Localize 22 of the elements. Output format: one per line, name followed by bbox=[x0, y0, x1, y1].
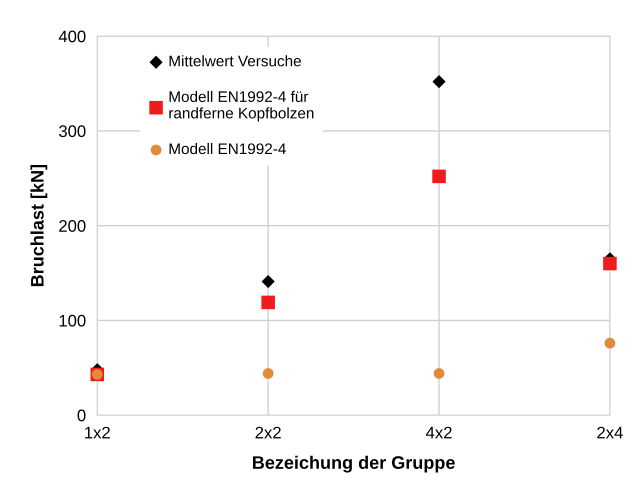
point bbox=[604, 338, 616, 349]
point bbox=[262, 274, 275, 288]
y-tick-label: 0 bbox=[78, 410, 86, 422]
x-tick-label: 2x2 bbox=[256, 426, 281, 438]
point bbox=[603, 256, 617, 270]
point bbox=[262, 368, 274, 379]
point bbox=[434, 368, 444, 379]
legend-label: Mittelwert Versuche bbox=[170, 55, 301, 66]
point bbox=[261, 296, 275, 310]
legend-label: Modell EN1992-4 bbox=[170, 142, 286, 154]
y-tick-label: 200 bbox=[59, 220, 86, 232]
y-tick-label: 400 bbox=[58, 30, 86, 42]
y-tick-label: 300 bbox=[59, 125, 86, 138]
point bbox=[432, 75, 446, 88]
y-axis-title: Bruchlast [kN] bbox=[30, 164, 48, 286]
point bbox=[432, 170, 446, 184]
y-tick-label: 100 bbox=[60, 314, 86, 327]
x-tick-label: 1x2 bbox=[85, 426, 110, 438]
legend-label: Modell EN1992-4 für randferne Kopfbolzen bbox=[169, 90, 314, 122]
x-axis-title: Bezeichung der Gruppe bbox=[252, 456, 455, 473]
x-tick-label: 2x4 bbox=[597, 426, 623, 438]
x-tick-label: 4x2 bbox=[426, 426, 452, 438]
